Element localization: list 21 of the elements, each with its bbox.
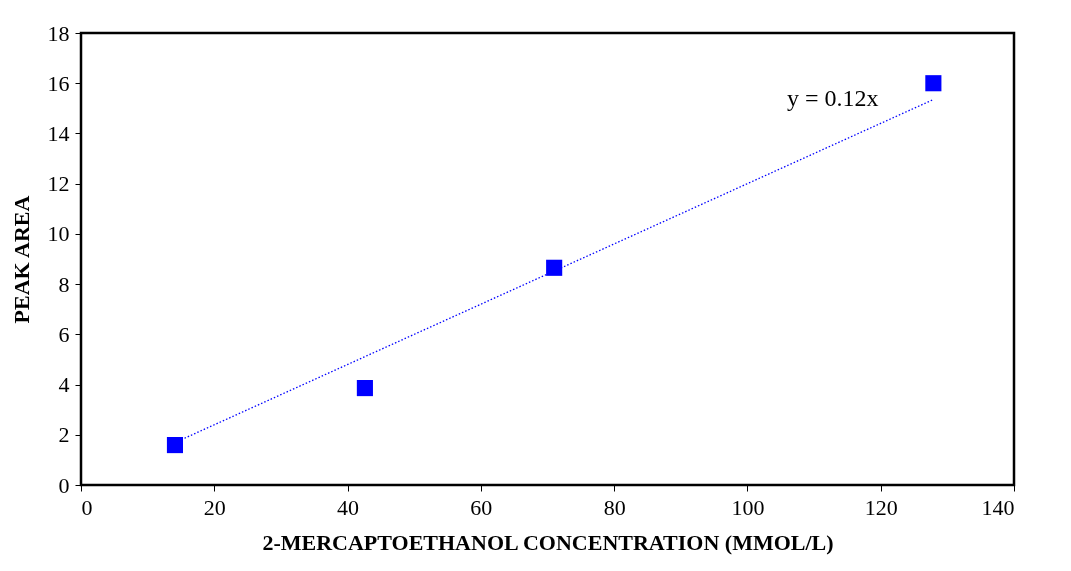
- y-tick-label: 18: [47, 20, 70, 46]
- y-tick-label: 14: [47, 120, 70, 146]
- y-axis-title: PEAK AREA: [8, 195, 34, 324]
- y-tick-label: 10: [47, 221, 70, 247]
- y-tick-label: 4: [58, 372, 70, 398]
- y-tick-label: 16: [47, 70, 70, 96]
- x-tick-label: 40: [337, 494, 360, 520]
- annotation: y = 0.12x: [787, 85, 879, 111]
- x-tick-label: 140: [981, 494, 1015, 520]
- y-tick-label: 6: [58, 321, 70, 347]
- x-tick-label: 20: [203, 494, 226, 520]
- x-axis-title: 2-MERCAPTOETHANOL CONCENTRATION (MMOL/L): [262, 529, 834, 555]
- x-tick-label: 0: [81, 494, 93, 520]
- x-tick-label: 120: [864, 494, 898, 520]
- y-tick-label: 2: [58, 422, 70, 448]
- x-tick-label: 80: [603, 494, 626, 520]
- y-tick-label: 0: [58, 472, 70, 498]
- y-tick-label: 8: [58, 271, 70, 297]
- x-tick-label: 60: [470, 494, 493, 520]
- x-tick-label: 100: [731, 494, 765, 520]
- y-tick-label: 12: [47, 171, 70, 197]
